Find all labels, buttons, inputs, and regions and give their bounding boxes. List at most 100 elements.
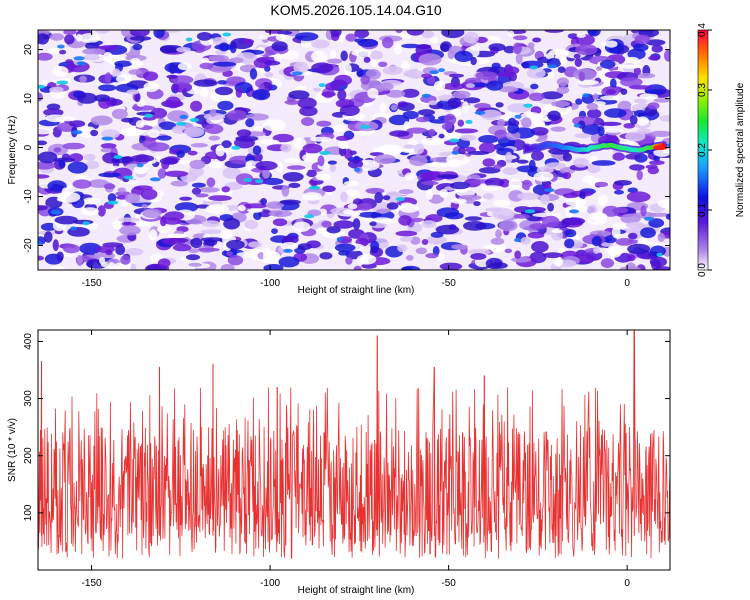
spectrogram-noise-cell: [98, 172, 122, 178]
spectrogram-noise-cell: [438, 133, 445, 139]
colorbar-tick-label: 0.1: [697, 203, 708, 217]
spectrogram-noise-cell: [551, 229, 563, 234]
spectrogram-noise-cell: [591, 160, 616, 166]
spectrogram-noise-cell: [361, 263, 377, 269]
spectrogram-noise-cell: [119, 225, 141, 236]
spectrogram-noise-cell: [401, 43, 421, 49]
spectrogram-noise-cell: [530, 83, 539, 90]
spectrogram-hot-cell: [318, 83, 326, 88]
spectrogram-noise-cell: [494, 129, 508, 139]
spectrogram-noise-cell: [488, 43, 506, 52]
x-tick-label: -100: [260, 278, 280, 289]
spectrogram-noise-cell: [587, 108, 602, 119]
spectrogram-noise-cell: [59, 49, 67, 55]
spectrogram-noise-cell: [215, 145, 225, 157]
spectrogram-noise-cell: [575, 98, 583, 105]
spectrogram-noise-cell: [120, 127, 144, 137]
spectrogram-noise-cell: [88, 179, 109, 188]
spectrogram-hot-cell: [123, 175, 134, 180]
spectrogram-noise-cell: [464, 216, 482, 221]
spectrogram-noise-cell: [200, 229, 223, 235]
spectrogram-noise-cell: [317, 155, 325, 167]
spectrogram-noise-cell: [533, 171, 554, 182]
spectrogram-noise-cell: [310, 136, 332, 142]
spectrogram-noise-cell: [657, 232, 665, 242]
spectrogram-noise-cell: [53, 147, 62, 153]
spectrogram-noise-cell: [502, 167, 519, 176]
spectrogram-noise-cell: [52, 66, 69, 77]
spectrogram-noise-cell: [482, 158, 496, 167]
spectrogram-noise-cell: [46, 103, 61, 111]
spectrogram-noise-cell: [573, 53, 581, 59]
spectrogram-noise-cell: [376, 208, 392, 213]
spectrogram-noise-cell: [556, 86, 570, 94]
spectrogram-hot-cell: [547, 64, 558, 69]
spectrogram-noise-cell: [215, 86, 233, 96]
spectrogram-noise-cell: [382, 66, 403, 75]
spectrogram-noise-cell: [439, 262, 463, 270]
spectrogram-noise-cell: [633, 67, 642, 76]
spectrogram-noise-cell: [610, 78, 617, 89]
spectrogram-noise-cell: [625, 56, 639, 62]
spectrogram-noise-cell: [316, 227, 327, 234]
colorbar-tick-label: 0.0: [697, 263, 708, 277]
spectrogram-noise-cell: [562, 152, 573, 162]
spectrogram-hot-cell: [189, 118, 200, 122]
spectrogram-noise-cell: [543, 104, 557, 112]
spectrogram-noise-cell: [326, 226, 341, 234]
spectrogram-noise-cell: [404, 172, 416, 181]
spectrogram-noise-cell: [321, 91, 336, 97]
spectrogram-noise-cell: [526, 67, 546, 79]
spectrogram-hot-cell: [582, 93, 590, 98]
spectrogram-noise-cell: [421, 137, 445, 146]
spectrogram-noise-cell: [395, 30, 403, 34]
x-tick-label: -100: [260, 578, 280, 589]
spectrogram-noise-cell: [544, 30, 564, 33]
spectrogram-noise-cell: [426, 235, 447, 245]
spectrogram-noise-cell: [148, 229, 158, 241]
spectrogram-noise-cell: [497, 86, 519, 93]
spectrogram-noise-cell: [38, 33, 49, 45]
spectrogram-noise-cell: [596, 66, 603, 71]
spectrogram-noise-cell: [393, 43, 403, 55]
spectrogram-hot-cell: [524, 209, 536, 214]
spectrogram-noise-cell: [416, 116, 430, 123]
spectrogram-hot-cell: [57, 44, 65, 49]
spectrogram-noise-cell: [491, 62, 501, 69]
spectrogram-noise-cell: [513, 213, 531, 219]
spectrogram-hot-cell: [144, 113, 154, 118]
snr-x-ticks: -150 -100 -50 0: [82, 330, 630, 589]
spectrogram-noise-cell: [352, 218, 361, 230]
spectrogram-noise-cell: [52, 239, 59, 252]
spectrogram-noise-cell: [103, 51, 113, 63]
spectrogram-noise-cell: [164, 211, 185, 221]
spectrogram-noise-cell: [217, 100, 234, 111]
spectrogram-noise-cell: [234, 137, 255, 149]
spectrogram-noise-cell: [199, 62, 214, 70]
colorbar-tick-label: 0.2: [697, 143, 708, 157]
spectrogram-noise-cell: [100, 148, 112, 153]
spectrogram-noise-cell: [380, 102, 387, 113]
spectrogram-noise-cell: [378, 61, 388, 67]
spectrogram-noise-cell: [284, 158, 300, 164]
spectrogram-noise-cell: [360, 75, 371, 85]
spectrogram-noise-cell: [574, 133, 591, 139]
spectrogram-noise-cell: [190, 237, 203, 249]
spectrogram-noise-cell: [306, 169, 317, 178]
spectrogram-noise-cell: [100, 143, 117, 149]
spectrogram-noise-cell: [629, 164, 645, 171]
spectrogram-noise-cell: [615, 238, 634, 246]
spectrogram-noise-cell: [614, 180, 632, 186]
spectrogram-noise-cell: [579, 191, 586, 200]
spectrogram-noise-cell: [623, 123, 635, 129]
x-tick-label: 0: [624, 578, 630, 589]
spectrogram-noise-cell: [325, 82, 340, 91]
spectrogram-hot-cell: [544, 188, 555, 193]
spectrogram-noise-cell: [454, 50, 473, 63]
spectrogram-noise-cell: [76, 254, 83, 267]
spectrogram-noise-cell: [649, 256, 668, 267]
snr-series-line: [38, 330, 670, 559]
spectrogram-noise-cell: [403, 69, 425, 78]
spectrogram-noise-cell: [600, 121, 622, 126]
spectrogram-noise-cell: [463, 221, 487, 231]
